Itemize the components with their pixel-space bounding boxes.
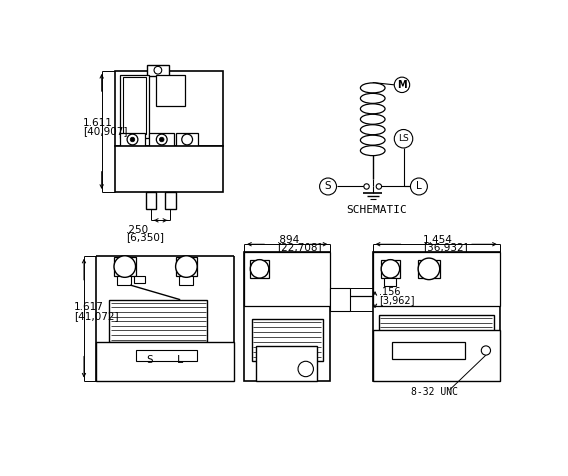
Text: S: S [146, 355, 153, 365]
Bar [383, 278, 396, 286]
Text: L: L [177, 355, 183, 365]
Bar [149, 133, 174, 147]
Circle shape [114, 256, 136, 278]
Bar [392, 342, 465, 359]
Circle shape [176, 256, 197, 278]
Circle shape [394, 77, 410, 92]
Ellipse shape [361, 125, 385, 135]
Text: S: S [325, 181, 331, 191]
Ellipse shape [361, 114, 385, 124]
Text: .250: .250 [126, 225, 149, 235]
Text: [6,350]: [6,350] [126, 232, 164, 242]
Bar [145, 192, 156, 209]
Circle shape [182, 134, 193, 145]
Text: M: M [397, 80, 407, 90]
Circle shape [411, 178, 427, 195]
Bar [110, 300, 207, 342]
Text: [3,962]: [3,962] [379, 296, 415, 306]
Text: 1.617: 1.617 [74, 302, 104, 312]
Circle shape [481, 346, 491, 355]
Bar [177, 133, 198, 147]
Bar [252, 319, 323, 361]
Text: [22,708]: [22,708] [277, 242, 322, 252]
Text: L: L [416, 181, 422, 191]
Circle shape [394, 129, 413, 148]
Bar [115, 147, 223, 192]
Circle shape [130, 137, 135, 142]
Bar [114, 258, 136, 276]
Text: [41,072]: [41,072] [74, 311, 119, 321]
Circle shape [156, 134, 167, 145]
Ellipse shape [361, 104, 385, 114]
Bar [373, 252, 500, 306]
Bar [373, 330, 500, 380]
Circle shape [376, 184, 382, 189]
Circle shape [320, 178, 336, 195]
Circle shape [364, 184, 369, 189]
Bar [165, 192, 176, 209]
Text: LS: LS [398, 134, 409, 143]
Circle shape [298, 361, 314, 377]
Bar [244, 252, 331, 306]
Bar [244, 252, 331, 380]
Text: [36,932]: [36,932] [423, 242, 467, 252]
Bar [95, 342, 234, 380]
Bar [331, 288, 350, 311]
Bar [120, 75, 149, 138]
Bar [117, 276, 131, 285]
Bar [115, 71, 223, 147]
Circle shape [381, 259, 400, 278]
Text: 8-32 UNC: 8-32 UNC [411, 387, 458, 397]
Text: 1.611: 1.611 [83, 118, 113, 128]
Bar [123, 77, 147, 134]
Text: .156: .156 [379, 287, 400, 297]
Circle shape [250, 259, 269, 278]
Text: 1.454: 1.454 [423, 235, 453, 245]
Text: [40,907]: [40,907] [83, 126, 128, 136]
Circle shape [160, 137, 164, 142]
Bar [136, 350, 197, 361]
Text: SCHEMATIC: SCHEMATIC [346, 205, 407, 215]
Bar [120, 133, 145, 147]
Bar [373, 252, 500, 380]
Bar [156, 75, 185, 106]
Bar [418, 259, 440, 278]
Bar [250, 259, 269, 278]
Text: .894: .894 [277, 235, 300, 245]
Bar [147, 65, 169, 76]
Bar [179, 276, 193, 285]
Circle shape [127, 134, 138, 145]
Ellipse shape [361, 83, 385, 93]
Circle shape [154, 66, 162, 74]
Bar [381, 259, 400, 278]
Ellipse shape [361, 135, 385, 145]
Bar [134, 276, 145, 284]
Bar [256, 346, 318, 380]
Ellipse shape [361, 146, 385, 156]
Circle shape [418, 258, 440, 279]
Bar [176, 258, 197, 276]
Bar [379, 315, 494, 354]
Ellipse shape [361, 93, 385, 103]
